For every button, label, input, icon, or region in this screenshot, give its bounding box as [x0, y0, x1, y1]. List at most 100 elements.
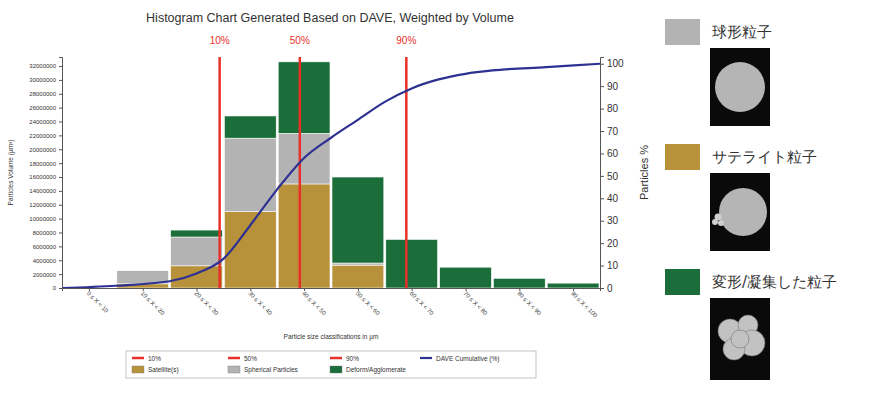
tick: 40 ≤ X < 50 [301, 288, 328, 317]
tick-mark [600, 109, 604, 110]
tick-mark [600, 64, 604, 65]
tick: 40 [600, 193, 619, 204]
chart-title: Histogram Chart Generated Based on DAVE,… [146, 11, 514, 25]
y2-tick-label: 10 [607, 260, 619, 271]
tick: 90 [600, 81, 619, 92]
y-tick-label: 8000000 [33, 230, 57, 236]
legend-label: Deform/Agglomerate [346, 366, 406, 374]
tick-mark [59, 80, 62, 81]
bar [224, 116, 276, 138]
tick: 26000000 [29, 105, 62, 111]
tick-mark [59, 135, 62, 136]
image-frame [710, 298, 770, 380]
tick-mark [59, 177, 62, 178]
axis-line [59, 58, 63, 289]
x-tick-label: 80 ≤ X < 90 [516, 290, 543, 317]
legend-swatch [665, 269, 700, 295]
y2-tick-label: 60 [607, 148, 619, 159]
legend-swatch [228, 366, 240, 373]
y-tick-label: 26000000 [29, 105, 56, 111]
tick-mark [59, 274, 62, 275]
percentile-label: 10% [210, 35, 230, 46]
tick-mark [600, 266, 604, 267]
tick: 18000000 [29, 161, 62, 167]
tick: 14000000 [29, 188, 62, 194]
x-tick-label: 90 ≤ X < 100 [570, 290, 599, 319]
y-tick-label: 4000000 [33, 258, 57, 264]
y2-tick-label: 100 [607, 58, 624, 69]
y2-axis-title: Particles % [638, 145, 650, 200]
cumulative-line [62, 64, 600, 288]
x-axis: 0 ≤ X < 10 10 ≤ X < 20 20 ≤ X < 30 30 ≤ X <… [63, 288, 601, 319]
y-tick-label: 22000000 [29, 133, 56, 139]
bar [386, 239, 438, 288]
y-axis-title: Particles Volume (µm³) [7, 140, 15, 206]
x-tick-label: 40 ≤ X < 50 [301, 290, 328, 317]
tick-mark [59, 163, 62, 164]
tick: 0 ≤ X < 10 [86, 288, 110, 314]
x-tick-label: 50 ≤ X < 60 [355, 290, 382, 317]
satellite [712, 219, 718, 225]
tick: 22000000 [29, 133, 62, 139]
tick-mark [59, 288, 62, 289]
agglomerate-part [731, 330, 749, 348]
legend-swatch [665, 19, 700, 45]
tick-mark [59, 191, 62, 192]
tick: 70 ≤ X < 80 [462, 288, 489, 317]
legend-label: Spherical Particles [244, 366, 299, 374]
tick: 60 ≤ X < 70 [409, 288, 436, 317]
tick: 20 ≤ X < 30 [193, 288, 220, 317]
tick: 0 [600, 283, 613, 294]
bar [171, 237, 223, 266]
tick: 10000000 [29, 216, 62, 222]
tick: 50 [600, 171, 619, 182]
tick: 4000000 [33, 258, 62, 264]
tick-mark [59, 108, 62, 109]
image-frame [710, 48, 770, 126]
legend-label: Satellite(s) [148, 366, 179, 374]
tick-mark [59, 246, 62, 247]
bar [493, 278, 545, 288]
percentile-label: 90% [396, 35, 416, 46]
y2-tick-label: 40 [607, 193, 619, 204]
tick: 50 ≤ X < 60 [355, 288, 382, 317]
legend-label: 球形粒子 [712, 23, 772, 41]
y-tick-label: 12000000 [29, 202, 56, 208]
y2-tick-label: 80 [607, 103, 619, 114]
legend-line [132, 357, 144, 360]
x-tick-label: 60 ≤ X < 70 [409, 290, 436, 317]
y-tick-label: 10000000 [29, 216, 56, 222]
x-tick-label: 30 ≤ X < 40 [247, 290, 274, 317]
y2-axis: 0102030405060708090100 [600, 58, 624, 294]
tick: 20000000 [29, 147, 62, 153]
tick: 10 [600, 260, 619, 271]
tick: 30 ≤ X < 40 [247, 288, 274, 317]
bar [332, 263, 384, 265]
tick-mark [59, 233, 62, 234]
y-tick-label: 0 [53, 285, 57, 291]
legend: 10%50%90%DAVE Cumulative (%)Satellite(s)… [126, 351, 536, 378]
legend-label: 90% [346, 355, 359, 362]
y2-tick-label: 90 [607, 81, 619, 92]
y2-tick-label: 70 [607, 126, 619, 137]
tick: 10 ≤ X < 20 [140, 288, 167, 317]
legend-swatch [665, 144, 700, 170]
tick: 0 [53, 285, 62, 291]
tick-mark [59, 122, 62, 123]
particle [715, 62, 765, 112]
tick: 80 [600, 103, 619, 114]
bar [278, 184, 330, 288]
chart-root: Histogram Chart Generated Based on DAVE,… [0, 0, 880, 393]
tick-mark [600, 221, 604, 222]
legend-label: 50% [244, 355, 257, 362]
legend-label: サテライト粒子 [712, 148, 817, 166]
percentile-line [218, 57, 221, 288]
tick-mark [600, 243, 604, 244]
y-tick-label: 14000000 [29, 188, 56, 194]
tick-mark [59, 149, 62, 150]
image-frame [710, 173, 770, 251]
bar-series [117, 133, 384, 284]
bar-series [171, 62, 599, 288]
particle-image [710, 48, 770, 126]
tick: 100 [600, 58, 624, 69]
